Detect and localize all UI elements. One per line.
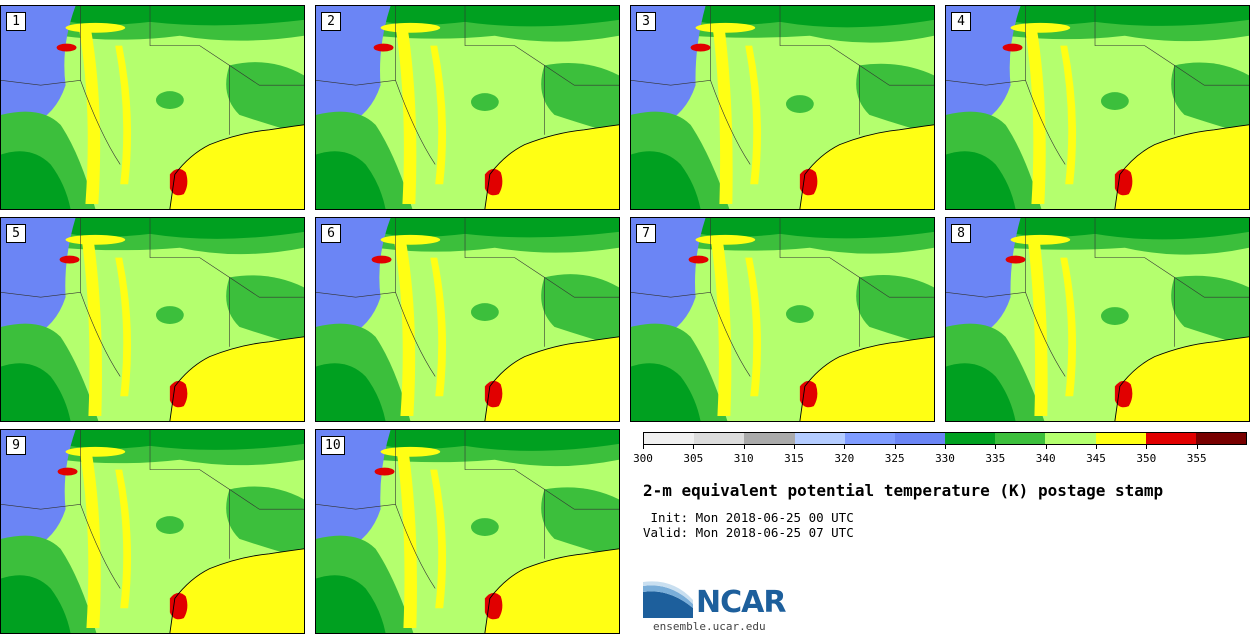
member-panel: 6 [315,217,620,422]
theta-e-map [1,218,304,421]
theta-e-map [946,6,1249,209]
colorbar-segment [1145,433,1196,444]
member-number: 6 [321,224,341,243]
colorbar-tick-label: 305 [683,452,704,465]
colorbar-tick [1045,445,1047,449]
colorbar-tick [743,445,745,449]
colorbar-segment [644,433,695,444]
member-panel: 3 [630,5,935,210]
colorbar-tick-label: 310 [733,452,754,465]
colorbar-tick [643,445,644,449]
member-number: 9 [6,436,26,455]
colorbar-tick [894,445,896,449]
theta-e-map [1,6,304,209]
member-panel: 5 [0,217,305,422]
colorbar-tick [1196,445,1198,449]
colorbar-tick-label: 335 [985,452,1006,465]
colorbar-tick [995,445,997,449]
member-number: 8 [951,224,971,243]
ncar-swoosh-icon [643,581,693,618]
colorbar-segment [945,433,996,444]
member-panel: 9 [0,429,305,634]
colorbar-segment [1195,433,1247,444]
theta-e-map [631,218,934,421]
colorbar-tick-label: 300 [633,452,653,465]
logo-wordmark: NCAR [696,585,786,620]
ncar-logo: NCAR ensemble.ucar.edu [643,578,803,634]
member-number: 7 [636,224,656,243]
colorbar-segment [844,433,895,444]
member-number: 2 [321,12,341,31]
figure-title: 2-m equivalent potential temperature (K)… [643,481,1164,500]
colorbar-tick-label: 325 [884,452,905,465]
theta-e-map [316,430,619,633]
logo-url: ensemble.ucar.edu [653,620,766,633]
theta-e-map [946,218,1249,421]
theta-e-map [316,6,619,209]
member-number: 1 [6,12,26,31]
member-number: 10 [321,436,345,455]
colorbar-ticks: 300 305 310 315 320 325 330 335 340 345 350 355 [633,445,1247,465]
colorbar [643,432,1247,445]
colorbar-tick [794,445,795,449]
colorbar-tick-label: 345 [1086,452,1106,465]
theta-e-map [1,430,304,633]
member-panel: 4 [945,5,1250,210]
colorbar-tick-label: 320 [834,452,855,465]
colorbar-segment [1045,433,1096,444]
colorbar-segment [1095,433,1146,444]
colorbar-tick [693,445,695,449]
colorbar-segment [995,433,1046,444]
init-time: Init: Mon 2018-06-25 00 UTC [643,510,854,525]
member-panel: 8 [945,217,1250,422]
colorbar-tick [945,445,946,449]
member-number: 3 [636,12,656,31]
colorbar-tick-label: 315 [784,452,804,465]
theta-e-map [316,218,619,421]
theta-e-map [631,6,934,209]
valid-time: Valid: Mon 2018-06-25 07 UTC [643,525,854,540]
colorbar-segment [794,433,845,444]
colorbar-tick-label: 340 [1035,452,1056,465]
colorbar-tick [1096,445,1097,449]
colorbar-segment [694,433,745,444]
colorbar-segment [744,433,795,444]
colorbar-segment [894,433,946,444]
colorbar-tick-label: 330 [935,452,955,465]
member-panel: 1 [0,5,305,210]
member-panel: 7 [630,217,935,422]
member-number: 5 [6,224,26,243]
member-panel: 10 [315,429,620,634]
colorbar-tick [1146,445,1148,449]
colorbar-tick-label: 355 [1186,452,1207,465]
member-number: 4 [951,12,971,31]
member-panel: 2 [315,5,620,210]
colorbar-tick-label: 350 [1136,452,1157,465]
colorbar-tick [844,445,846,449]
